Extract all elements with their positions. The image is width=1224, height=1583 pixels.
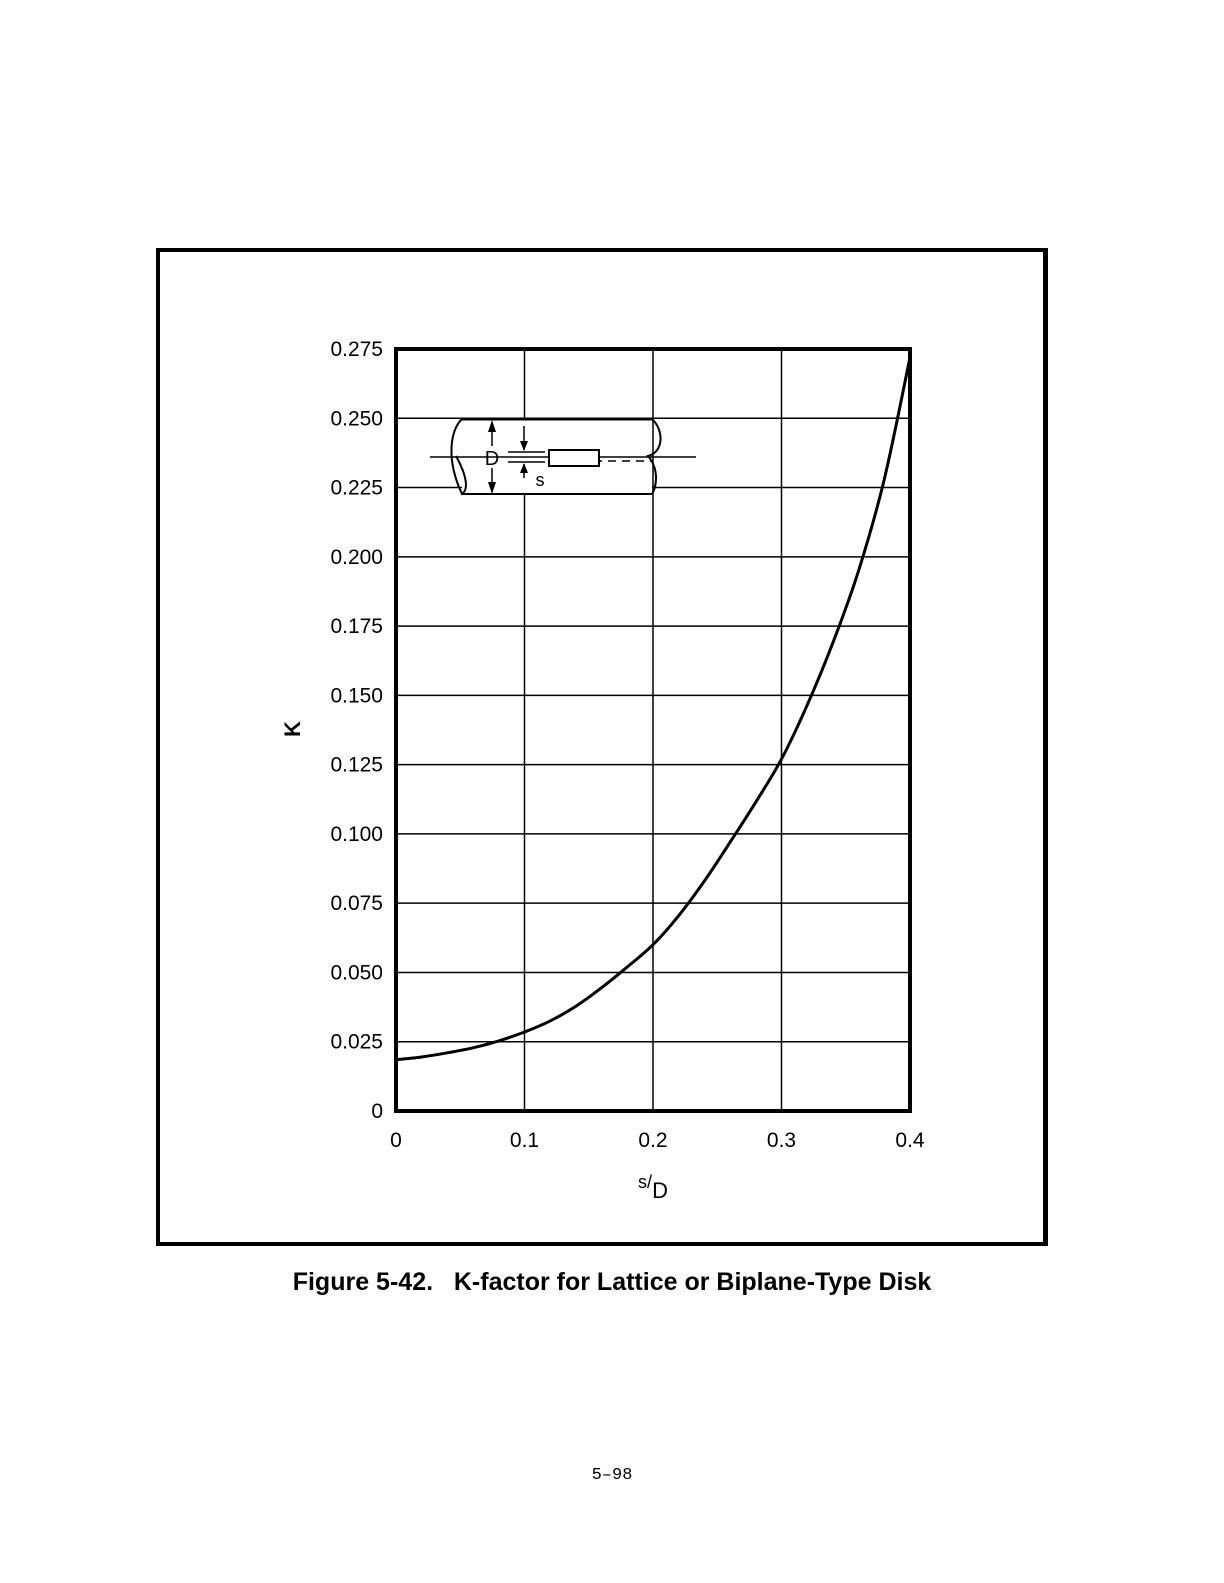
y-tick-label: 0.250 [330,407,383,430]
tick-labels: 00.0250.0500.0750.1000.1250.1500.1750.20… [330,338,924,1152]
series [395,357,912,1062]
x-tick-label: 0.3 [767,1129,796,1152]
y-tick-label: 0.025 [330,1031,383,1054]
y-tick-label: 0.175 [330,615,383,638]
x-axis-title-denominator: D [652,1178,668,1203]
y-tick-label: 0.050 [330,961,383,984]
y-tick-label: 0.275 [330,338,383,361]
plot-area-border [394,347,912,1113]
plot-border [394,347,912,1113]
y-axis-title: K [280,721,305,737]
x-tick-label: 0.4 [895,1129,925,1152]
figure-caption: Figure 5-42. K-factor for Lattice or Bip… [292,1268,932,1296]
y-tick-label: 0.225 [330,477,383,500]
k-factor-curve [395,357,912,1062]
page-number: 5–98 [591,1466,633,1485]
y-tick-label: 0.125 [330,754,383,777]
x-tick-label: 0.1 [510,1129,539,1152]
x-tick-label: 0 [390,1129,402,1152]
pipe-inset-diagram: D s [430,417,696,496]
inset-label-d: D [485,448,499,470]
x-axis-title-slash: / [647,1172,652,1192]
pipe-right-break [646,418,662,495]
lattice-element [548,449,600,467]
y-tick-label: 0.075 [330,892,383,915]
inset-label-s: s [536,470,545,490]
x-tick-label: 0.2 [638,1129,667,1152]
figure-frame [156,248,1048,1246]
y-tick-label: 0.150 [330,684,383,707]
pipe-left-break [450,418,467,496]
y-tick-label: 0.100 [330,823,383,846]
y-tick-label: 0.200 [330,546,383,569]
x-axis-title-numerator: s [638,1172,647,1192]
x-axis-title: s/D [638,1172,668,1203]
y-tick-label: 0 [371,1100,383,1123]
